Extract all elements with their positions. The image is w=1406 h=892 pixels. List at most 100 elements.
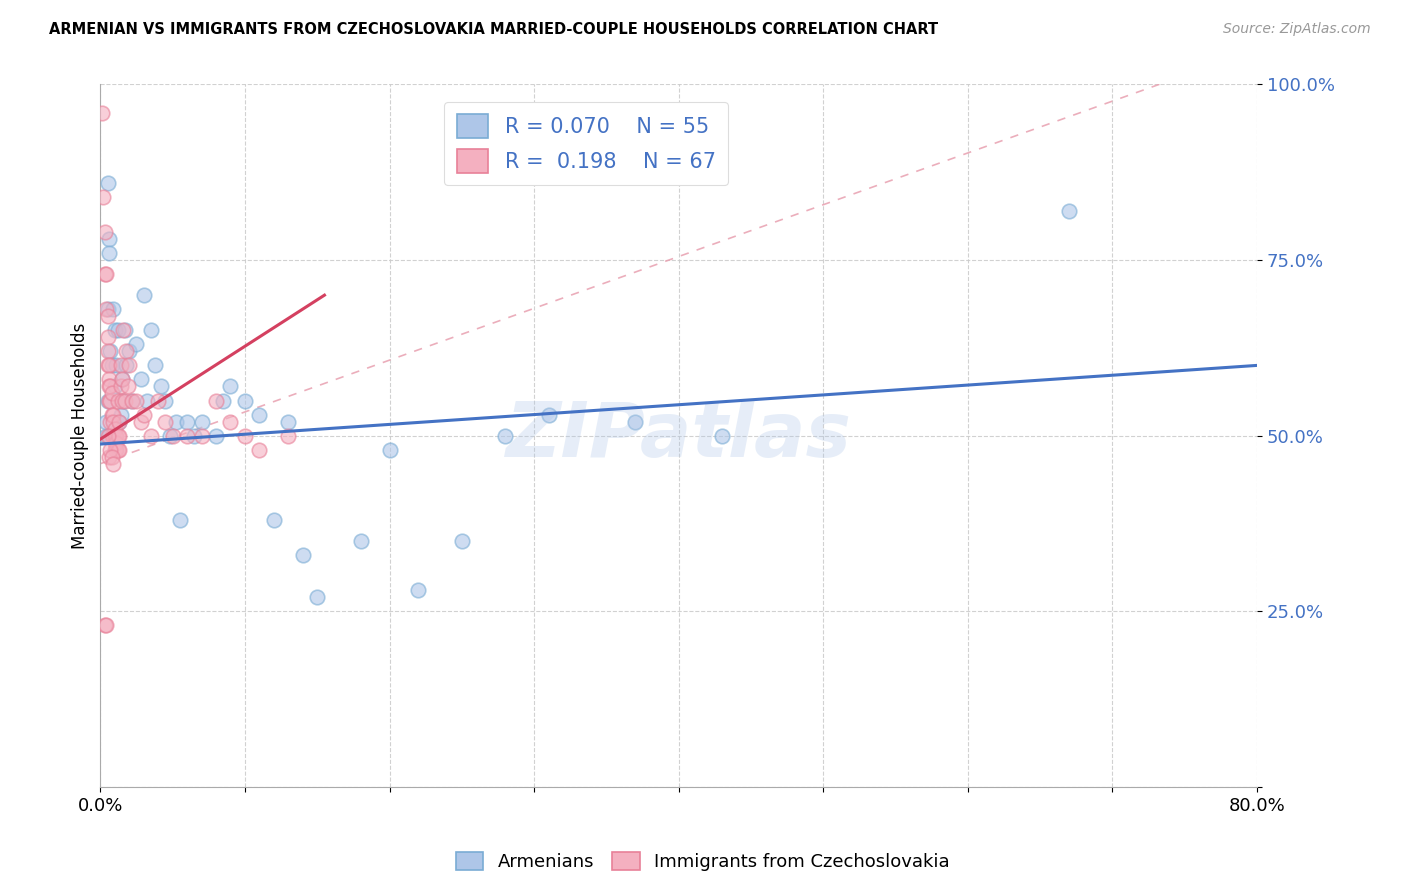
Point xyxy=(143,359,166,373)
Legend: R = 0.070    N = 55, R =  0.198    N = 67: R = 0.070 N = 55, R = 0.198 N = 67 xyxy=(444,102,728,186)
Point xyxy=(94,415,117,429)
Point xyxy=(100,344,122,359)
Point xyxy=(114,323,136,337)
Point xyxy=(132,408,155,422)
Point xyxy=(100,442,122,457)
Point xyxy=(98,246,121,260)
Point xyxy=(219,415,242,429)
Point xyxy=(233,393,256,408)
Point xyxy=(101,359,124,373)
Point xyxy=(183,428,205,442)
Point xyxy=(111,372,134,386)
Point xyxy=(101,428,124,442)
Point xyxy=(176,428,198,442)
Point xyxy=(104,428,127,442)
Point xyxy=(219,379,242,393)
Point xyxy=(115,344,138,359)
Point xyxy=(349,534,371,549)
Point xyxy=(155,415,177,429)
Point xyxy=(101,386,124,401)
Point xyxy=(90,105,112,120)
Point xyxy=(112,393,135,408)
Point xyxy=(139,323,162,337)
Point xyxy=(94,302,117,317)
Point xyxy=(103,415,125,429)
Text: Source: ZipAtlas.com: Source: ZipAtlas.com xyxy=(1223,22,1371,37)
Point xyxy=(176,415,198,429)
Point xyxy=(121,393,143,408)
Point xyxy=(97,344,120,359)
Point xyxy=(97,359,120,373)
Point xyxy=(107,442,129,457)
Point xyxy=(129,415,152,429)
Point xyxy=(165,415,187,429)
Point xyxy=(132,288,155,302)
Point xyxy=(263,513,285,527)
Point xyxy=(277,428,299,442)
Point xyxy=(277,415,299,429)
Point xyxy=(107,428,129,442)
Point xyxy=(159,428,181,442)
Point xyxy=(1057,203,1080,218)
Point xyxy=(148,393,170,408)
Point xyxy=(307,590,329,604)
Point xyxy=(115,359,138,373)
Point xyxy=(100,415,122,429)
Point xyxy=(105,435,128,450)
Point xyxy=(114,393,136,408)
Point xyxy=(107,323,129,337)
Point xyxy=(98,393,121,408)
Point xyxy=(150,379,173,393)
Point xyxy=(94,267,117,281)
Y-axis label: Married-couple Households: Married-couple Households xyxy=(72,323,89,549)
Point xyxy=(107,393,129,408)
Point xyxy=(125,337,148,351)
Point xyxy=(121,393,143,408)
Point xyxy=(233,428,256,442)
Point xyxy=(98,372,121,386)
Point xyxy=(98,232,121,246)
Point xyxy=(100,393,122,408)
Point xyxy=(247,442,270,457)
Point xyxy=(98,379,121,393)
Point xyxy=(103,428,125,442)
Point xyxy=(98,428,121,442)
Point xyxy=(108,442,131,457)
Point xyxy=(104,442,127,457)
Point xyxy=(711,428,734,442)
Point xyxy=(104,379,127,393)
Point xyxy=(97,310,120,324)
Point xyxy=(110,408,132,422)
Point xyxy=(97,302,120,317)
Point xyxy=(97,330,120,344)
Point xyxy=(190,415,212,429)
Point xyxy=(111,372,134,386)
Point xyxy=(108,415,131,429)
Point xyxy=(108,415,131,429)
Point xyxy=(108,428,131,442)
Point xyxy=(169,513,191,527)
Point xyxy=(104,435,127,450)
Point xyxy=(93,618,115,632)
Point xyxy=(494,428,516,442)
Point xyxy=(155,393,177,408)
Text: ARMENIAN VS IMMIGRANTS FROM CZECHOSLOVAKIA MARRIED-COUPLE HOUSEHOLDS CORRELATION: ARMENIAN VS IMMIGRANTS FROM CZECHOSLOVAK… xyxy=(49,22,938,37)
Point xyxy=(110,379,132,393)
Point xyxy=(129,372,152,386)
Point xyxy=(135,393,157,408)
Point xyxy=(105,359,128,373)
Point xyxy=(110,359,132,373)
Point xyxy=(94,428,117,442)
Point xyxy=(139,428,162,442)
Legend: Armenians, Immigrants from Czechoslovakia: Armenians, Immigrants from Czechoslovaki… xyxy=(449,845,957,879)
Point xyxy=(190,428,212,442)
Point xyxy=(247,408,270,422)
Point xyxy=(205,428,228,442)
Point xyxy=(93,225,115,239)
Point xyxy=(408,583,430,598)
Point xyxy=(450,534,472,549)
Point xyxy=(111,393,134,408)
Point xyxy=(291,548,314,562)
Point xyxy=(624,415,647,429)
Point xyxy=(104,323,127,337)
